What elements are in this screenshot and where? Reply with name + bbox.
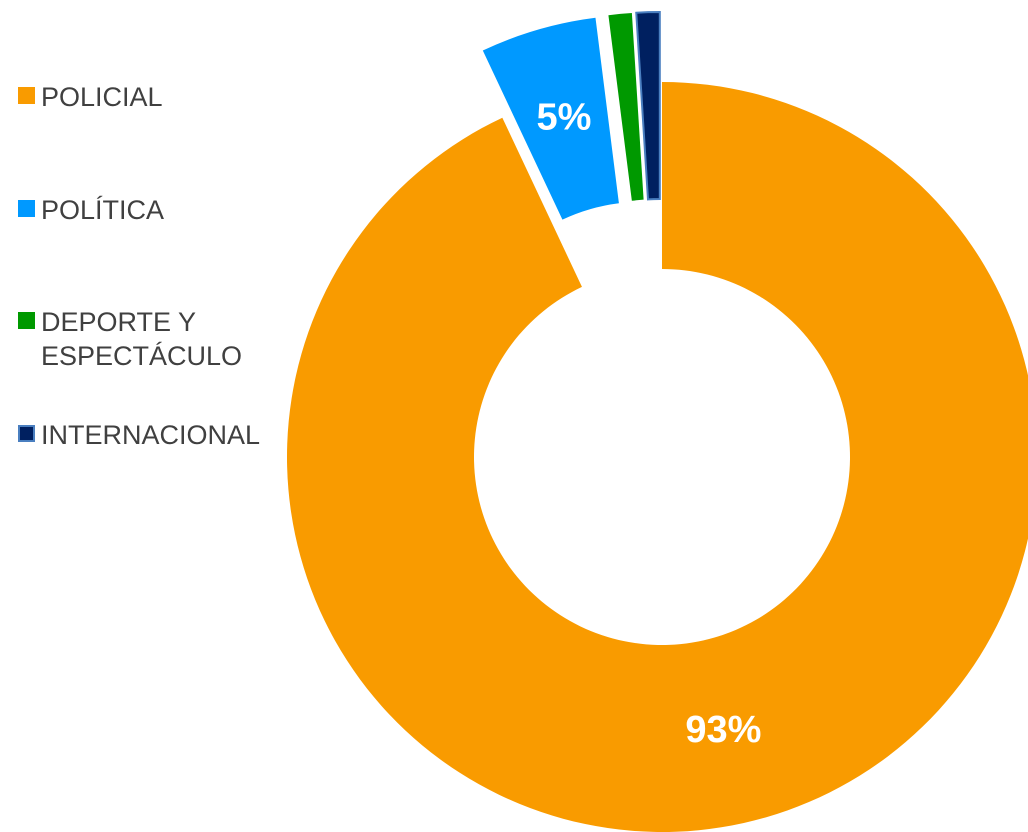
legend-swatch [18, 87, 35, 104]
legend-item: POLÍTICA [18, 193, 301, 227]
legend-label: POLICIAL [41, 82, 163, 112]
slice [482, 17, 619, 220]
legend-swatch [18, 312, 35, 329]
slice [635, 11, 661, 201]
data-label: 93% [685, 709, 761, 751]
data-label: 5% [536, 96, 591, 138]
slice [287, 82, 1028, 832]
legend-swatch [18, 200, 35, 217]
legend-label: POLÍTICA [41, 195, 165, 225]
legend-label: DEPORTE Y ESPECTÁCULO [41, 307, 243, 371]
slice [608, 13, 644, 201]
legend-swatch [18, 425, 35, 442]
legend-item: POLICIAL [18, 80, 301, 114]
legend-item: DEPORTE Y ESPECTÁCULO [18, 305, 301, 373]
legend-item: INTERNACIONAL [18, 418, 301, 452]
legend-label: INTERNACIONAL [41, 420, 261, 450]
